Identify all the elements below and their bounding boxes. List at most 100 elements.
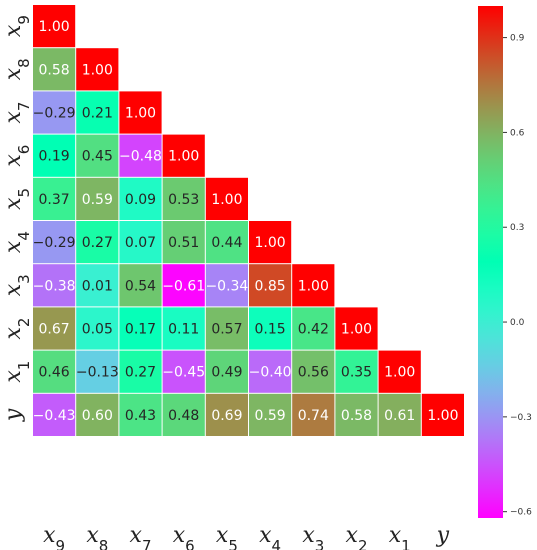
cell-value-label: 0.57 xyxy=(211,322,242,338)
heatmap-cell xyxy=(33,221,76,264)
heatmap-cell xyxy=(162,393,205,436)
cell-value-label: 0.59 xyxy=(82,192,113,208)
heatmap-cell xyxy=(205,264,248,307)
column-tick-label: x5 xyxy=(216,523,238,550)
row-tick-label: x1 xyxy=(1,361,33,383)
heatmap-cell xyxy=(378,350,421,393)
colorbar-ticks: −0.6 −0.3 0.0 0.3 0.6 0.9 xyxy=(503,34,532,518)
heatmap-cell xyxy=(33,350,76,393)
heatmap-cell xyxy=(249,350,292,393)
cell-value-label: 0.09 xyxy=(125,192,156,208)
cell-value-label: 0.43 xyxy=(125,408,156,424)
heatmap-cell xyxy=(33,134,76,177)
cell-value-label: 0.74 xyxy=(298,408,329,424)
colorbar-tick-label: −0.3 xyxy=(510,413,532,423)
cell-value-label: 0.58 xyxy=(39,62,70,78)
cell-value-label: 0.53 xyxy=(168,192,199,208)
cell-value-label: 0.11 xyxy=(168,322,199,338)
cell-value-label: −0.38 xyxy=(33,278,76,294)
cell-value-label: 0.01 xyxy=(82,278,113,294)
cell-value-label: 0.58 xyxy=(341,408,372,424)
heatmap-cell xyxy=(378,393,421,436)
cell-value-label: 1.00 xyxy=(125,106,156,122)
colorbar-tick-label: 0.9 xyxy=(510,34,525,44)
cell-value-label: 0.37 xyxy=(39,192,70,208)
heatmap-cell xyxy=(119,177,162,220)
column-tick-label: x9 xyxy=(43,523,65,550)
cell-value-label: 0.27 xyxy=(125,365,156,381)
cell-value-label: 1.00 xyxy=(211,192,242,208)
row-tick-label: x6 xyxy=(1,145,33,167)
heatmap-cell xyxy=(76,264,119,307)
row-tick-label: x5 xyxy=(1,188,33,210)
colorbar-gradient xyxy=(478,6,503,518)
heatmap-cell xyxy=(119,134,162,177)
row-tick-label: y xyxy=(1,408,26,422)
heatmap-cell xyxy=(335,350,378,393)
cell-value-label: 0.05 xyxy=(82,322,113,338)
heatmap-cell xyxy=(76,350,119,393)
cell-value-label: −0.29 xyxy=(33,235,76,251)
cell-value-label: 1.00 xyxy=(168,149,199,165)
heatmap-cell xyxy=(205,393,248,436)
cell-value-label: −0.48 xyxy=(119,149,162,165)
heatmap-cell xyxy=(162,307,205,350)
heatmap-cell xyxy=(33,48,76,91)
column-tick-label: x3 xyxy=(302,523,324,550)
cell-value-label: 0.49 xyxy=(211,365,242,381)
cell-value-label: 0.07 xyxy=(125,235,156,251)
heatmap-cell xyxy=(33,91,76,134)
cell-value-label: −0.40 xyxy=(249,365,292,381)
cell-value-label: 1.00 xyxy=(255,235,286,251)
cell-value-label: 1.00 xyxy=(298,278,329,294)
heatmap-cell xyxy=(162,177,205,220)
column-tick-label: y xyxy=(436,523,450,548)
column-tick-label: x4 xyxy=(259,523,281,550)
heatmap-cell xyxy=(205,350,248,393)
heatmap-cell xyxy=(335,307,378,350)
y-axis-tick-labels: x9 x8 x7 x6 x5 x4 x3 x2 x1 y xyxy=(1,15,33,422)
cell-value-label: 1.00 xyxy=(384,365,415,381)
cell-value-label: 0.44 xyxy=(211,235,242,251)
heatmap-cell xyxy=(119,221,162,264)
cell-value-label: 0.19 xyxy=(39,149,70,165)
heatmap-cell xyxy=(119,91,162,134)
heatmap-cell xyxy=(119,307,162,350)
cell-value-label: −0.34 xyxy=(205,278,248,294)
cell-value-label: 0.85 xyxy=(255,278,286,294)
cell-value-label: 0.67 xyxy=(39,322,70,338)
cell-value-label: 0.59 xyxy=(255,408,286,424)
cell-value-label: 0.56 xyxy=(298,365,329,381)
cell-value-label: −0.13 xyxy=(76,365,119,381)
cell-value-label: −0.43 xyxy=(33,408,76,424)
row-tick-label: x7 xyxy=(1,102,33,124)
heatmap-cell xyxy=(162,134,205,177)
cell-value-label: 0.35 xyxy=(341,365,372,381)
heatmap-cell xyxy=(33,264,76,307)
column-tick-label: x2 xyxy=(346,523,368,550)
row-tick-label: x8 xyxy=(1,58,33,80)
cell-value-label: −0.45 xyxy=(162,365,205,381)
heatmap-cell xyxy=(76,307,119,350)
heatmap-cell xyxy=(76,48,119,91)
heatmap-cell xyxy=(335,393,378,436)
heatmap-cell xyxy=(249,393,292,436)
row-tick-label: x2 xyxy=(1,318,33,340)
cell-value-label: 0.46 xyxy=(39,365,70,381)
cell-value-label: 0.61 xyxy=(384,408,415,424)
cell-value-label: 0.42 xyxy=(298,322,329,338)
heatmap-cell xyxy=(33,307,76,350)
column-tick-label: x8 xyxy=(86,523,108,550)
cell-value-label: 0.51 xyxy=(168,235,199,251)
cell-value-label: 0.45 xyxy=(82,149,113,165)
heatmap-cell xyxy=(249,264,292,307)
cell-value-label: 0.48 xyxy=(168,408,199,424)
colorbar-tick-label: 0.6 xyxy=(510,128,525,138)
column-tick-label: x6 xyxy=(173,523,195,550)
heatmap-cell xyxy=(33,5,76,48)
cell-value-label: 1.00 xyxy=(39,19,70,35)
column-tick-label: x1 xyxy=(389,523,411,550)
heatmap-cell xyxy=(162,264,205,307)
cell-value-label: 0.17 xyxy=(125,322,156,338)
